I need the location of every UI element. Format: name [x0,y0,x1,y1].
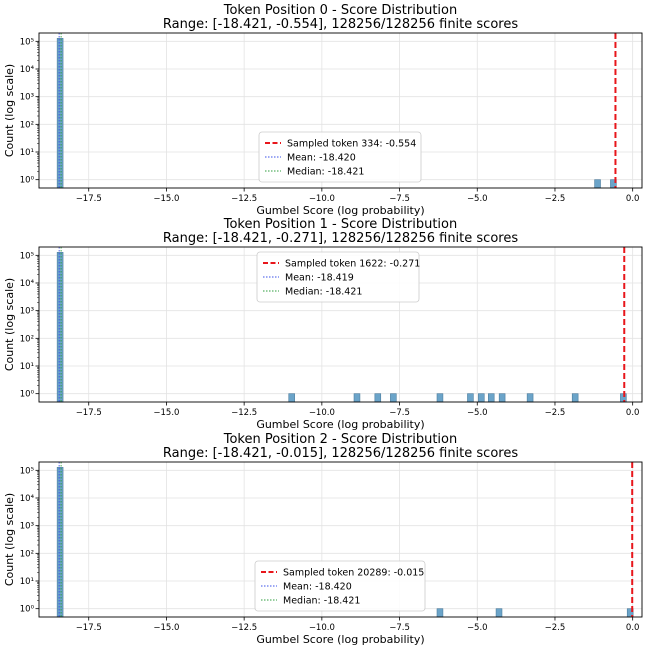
chart-title: Token Position 0 - Score Distribution [223,3,457,18]
y-tick-label: 10⁴ [20,65,35,75]
chart-title: Token Position 1 - Score Distribution [223,217,457,232]
y-axis-label: Count (log scale) [3,493,16,586]
histogram-bar [436,608,444,618]
histogram-bar [374,393,382,403]
panel-2: Token Position 2 - Score DistributionRan… [3,432,643,646]
y-tick-label: 10⁵ [20,251,34,261]
y-tick-label: 10¹ [20,577,34,587]
histogram-bar [56,38,64,189]
y-tick-label: 10¹ [20,362,34,372]
histogram-bar [498,393,506,403]
y-tick-label: 10⁰ [20,390,35,400]
legend-mean-label: Mean: -18.420 [287,153,356,164]
y-tick-label: 10⁰ [20,605,35,615]
x-tick-label: −10.0 [309,623,335,633]
y-tick-label: 10⁰ [20,176,35,186]
legend-box [256,251,420,303]
y-tick-label: 10⁵ [20,37,34,47]
x-tick-label: −5.0 [467,194,488,204]
panel-1: Token Position 1 - Score DistributionRan… [3,217,643,431]
x-tick-label: −12.5 [231,408,257,418]
histogram-bar [436,393,444,403]
y-tick-label: 10³ [20,522,34,532]
x-tick-label: −12.5 [231,194,257,204]
histogram-bar [56,467,64,618]
x-tick-label: −2.5 [545,194,566,204]
x-tick-label: −17.5 [76,194,102,204]
x-tick-label: −17.5 [76,623,102,633]
panel-0: Token Position 0 - Score DistributionRan… [3,3,643,217]
x-tick-label: −15.0 [153,408,179,418]
legend-mean-label: Mean: -18.419 [285,273,354,284]
x-tick-label: 0.0 [626,194,640,204]
legend-box [254,560,426,612]
legend-box [258,131,422,183]
legend: Sampled token 1622: -0.271 Mean: -18.419 M… [256,251,420,303]
x-tick-label: −7.5 [389,194,410,204]
x-tick-label: 0.0 [626,408,640,418]
histogram-bar [526,393,534,403]
histogram-bar [478,393,485,403]
x-axis-label: Gumbel Score (log probability) [256,633,424,646]
x-axis-label: Gumbel Score (log probability) [256,204,424,217]
histogram-bar [56,252,64,403]
histogram-bar [288,393,295,403]
axes-frame [38,32,643,189]
chart-subtitle: Range: [-18.421, -0.271], 128256/128256 … [163,231,518,246]
legend-sampled-label: Sampled token 334: -0.554 [287,139,416,150]
y-tick-label: 10³ [20,93,34,103]
y-axis-label: Count (log scale) [3,278,16,371]
histogram-bar [495,608,503,618]
x-tick-label: 0.0 [626,623,640,633]
x-tick-label: −17.5 [76,408,102,418]
chart-subtitle: Range: [-18.421, -0.554], 128256/128256 … [163,17,518,32]
y-axis-label: Count (log scale) [3,64,16,157]
x-tick-label: −7.5 [389,408,410,418]
legend-median-label: Median: -18.421 [283,596,360,607]
x-axis-label: Gumbel Score (log probability) [256,418,424,431]
y-tick-label: 10³ [20,307,34,317]
x-tick-label: −10.0 [309,194,335,204]
legend-sampled-label: Sampled token 1622: -0.271 [285,259,420,270]
x-tick-label: −15.0 [153,194,179,204]
y-tick-label: 10² [20,120,34,130]
x-tick-label: −10.0 [309,408,335,418]
axes-frame [38,246,643,403]
legend: Sampled token 20289: -0.015 Mean: -18.420… [254,560,426,612]
y-tick-label: 10² [20,334,34,344]
legend-sampled-label: Sampled token 20289: -0.015 [283,568,424,579]
legend: Sampled token 334: -0.554 Mean: -18.420 Me… [258,131,422,183]
x-tick-label: −12.5 [231,623,257,633]
axes-frame [38,461,643,618]
x-tick-label: −5.0 [467,408,488,418]
x-tick-label: −7.5 [389,623,410,633]
histogram-bar [353,393,361,403]
x-tick-label: −15.0 [153,623,179,633]
legend-median-label: Median: -18.421 [285,287,362,298]
y-tick-label: 10¹ [20,148,34,158]
chart-title: Token Position 2 - Score Distribution [223,432,457,447]
legend-mean-label: Mean: -18.420 [283,582,352,593]
x-tick-label: −2.5 [545,623,566,633]
x-tick-label: −2.5 [545,408,566,418]
x-tick-label: −5.0 [467,623,488,633]
histogram-bar [487,393,495,403]
legend-median-label: Median: -18.421 [287,167,364,178]
histogram-bar [390,393,397,403]
chart-subtitle: Range: [-18.421, -0.015], 128256/128256 … [163,446,518,461]
y-tick-label: 10⁴ [20,279,35,289]
y-tick-label: 10² [20,549,34,559]
y-tick-label: 10⁴ [20,494,35,504]
histogram-bar [571,393,579,403]
histogram-bar [594,179,601,189]
y-tick-label: 10⁵ [20,466,34,476]
histogram-bar [467,393,474,403]
